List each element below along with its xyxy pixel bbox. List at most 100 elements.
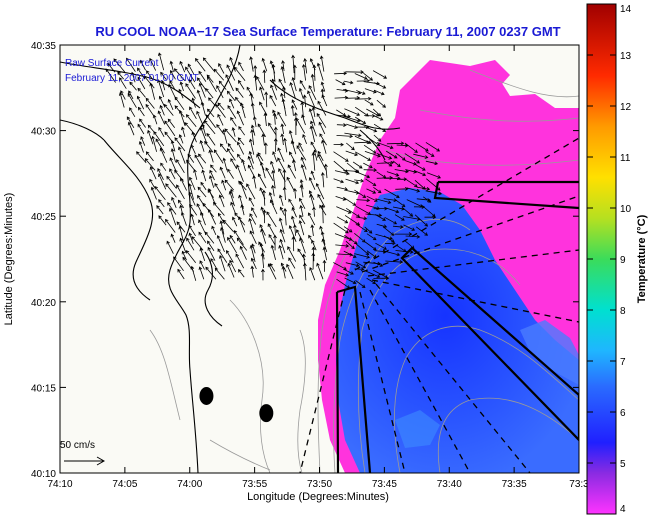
current-vector <box>219 166 226 179</box>
current-vector <box>221 179 227 191</box>
current-vector <box>262 69 267 83</box>
current-vector <box>406 179 418 188</box>
current-vector <box>217 113 224 126</box>
current-vector <box>227 262 235 278</box>
current-vector <box>229 98 235 109</box>
y-tick-label: 40:15 <box>31 383 56 394</box>
current-vector <box>167 202 177 215</box>
current-vector <box>336 216 349 224</box>
current-vector <box>298 142 304 152</box>
y-axis-label: Latitude (Degrees:Minutes) <box>3 193 15 326</box>
current-vector <box>169 168 176 180</box>
current-vector <box>181 250 187 261</box>
current-vector <box>345 178 360 185</box>
current-vector <box>208 175 215 188</box>
x-tick-label: 74:00 <box>177 479 202 490</box>
current-vector <box>227 168 234 179</box>
current-vector <box>310 170 316 180</box>
current-vector <box>207 76 217 93</box>
current-vector <box>126 57 136 72</box>
current-vector <box>363 162 373 169</box>
current-vector <box>344 108 361 116</box>
x-tick-label: 73:3 <box>569 479 589 490</box>
current-vector <box>251 207 258 218</box>
current-vector <box>395 152 406 161</box>
current-vector <box>321 139 327 154</box>
current-vector <box>118 92 125 108</box>
current-vector <box>385 150 398 159</box>
current-vector <box>198 70 207 82</box>
current-vector <box>299 184 304 198</box>
current-vector <box>355 223 368 233</box>
y-tick-label: 40:30 <box>31 127 56 138</box>
current-vector <box>406 187 421 193</box>
current-vector <box>173 256 184 272</box>
current-vector <box>201 123 207 137</box>
current-vector <box>169 80 175 90</box>
colorbar-ticks: 14 13 12 11 10 9 8 7 6 5 4 <box>587 3 632 515</box>
scale-arrow <box>64 456 106 466</box>
current-vector <box>163 103 174 116</box>
current-vector <box>376 99 386 108</box>
current-vector <box>214 182 225 199</box>
current-vector <box>287 164 296 179</box>
current-vector <box>230 116 237 127</box>
current-vector <box>311 239 317 251</box>
current-vector <box>394 232 413 236</box>
current-vector <box>336 252 354 257</box>
current-vector <box>224 128 237 143</box>
current-vector <box>374 214 386 221</box>
current-vector <box>200 181 207 191</box>
current-vector <box>229 188 234 199</box>
current-vector <box>277 147 285 162</box>
current-vector <box>129 107 136 118</box>
current-vector <box>236 237 248 251</box>
current-vector <box>256 76 265 91</box>
current-vector <box>250 257 257 270</box>
current-vector <box>170 233 176 243</box>
current-vector <box>164 120 176 137</box>
current-vector <box>287 246 297 262</box>
current-vector <box>238 61 244 72</box>
current-vector <box>218 63 225 74</box>
current-vector <box>252 175 257 189</box>
current-vector <box>299 237 306 254</box>
current-vector <box>321 94 328 107</box>
current-vector <box>318 121 326 135</box>
current-vector <box>271 170 276 189</box>
current-vector <box>312 64 317 81</box>
current-vector <box>316 262 324 280</box>
current-vector <box>286 176 295 191</box>
current-vector <box>226 90 236 102</box>
current-vector <box>137 123 145 135</box>
colorbar-tick-label: 12 <box>620 102 632 113</box>
current-vector <box>165 183 177 198</box>
current-vector <box>186 159 196 171</box>
current-vector <box>291 99 298 110</box>
current-vector <box>228 190 235 207</box>
current-vector <box>218 194 225 208</box>
current-vector <box>333 178 345 184</box>
current-vector <box>299 179 304 190</box>
plot-area: Raw Surface Current February 11, 2007 01… <box>60 45 579 473</box>
current-vector <box>146 70 154 81</box>
current-vector <box>392 225 404 229</box>
current-vector <box>286 263 294 279</box>
current-vector <box>149 57 157 71</box>
current-vector <box>206 108 215 118</box>
current-vector <box>261 133 266 146</box>
current-vector <box>394 169 409 174</box>
current-vector <box>324 163 328 179</box>
warm-water-pocket <box>470 60 510 92</box>
current-vector <box>373 186 382 194</box>
current-vector <box>250 265 255 278</box>
current-vector <box>333 222 349 234</box>
current-vector <box>145 103 154 116</box>
x-axis: 74:10 74:05 74:00 73:55 73:50 73:45 73:40 73:35… <box>47 45 589 490</box>
x-tick-label: 73:45 <box>372 479 397 490</box>
current-vector <box>343 269 354 275</box>
current-vector <box>169 157 177 172</box>
current-vector <box>222 157 228 171</box>
current-vector <box>188 232 194 245</box>
current-vector <box>293 224 297 236</box>
